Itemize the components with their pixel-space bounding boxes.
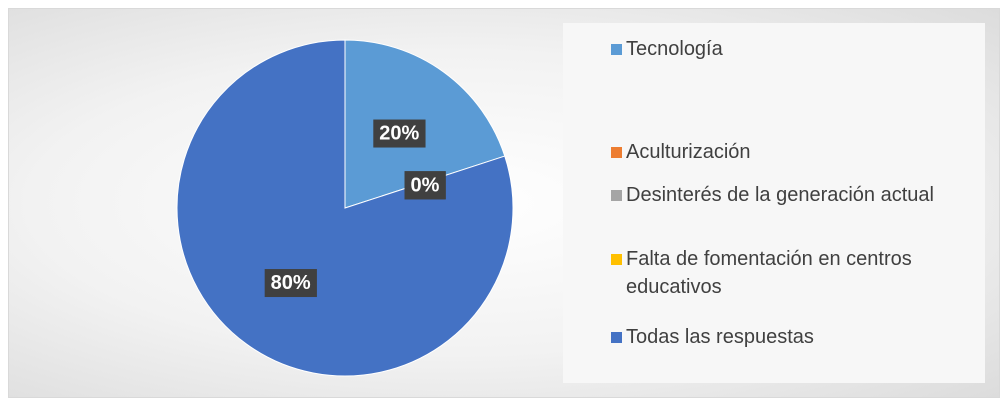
legend-item: Falta de fomentación en centros educativ… [611,245,971,301]
legend-swatch [611,44,622,55]
data-label: 0% [411,174,440,196]
data-label: 20% [379,123,419,145]
legend-item: Tecnología [611,35,971,63]
data-label-box [264,269,317,298]
legend-swatch [611,147,622,158]
legend-item: Aculturización [611,138,971,166]
legend-swatch [611,190,622,201]
data-label: 80% [271,272,311,294]
pie-slice [176,39,514,377]
legend-item: Desinterés de la generación actual [611,181,971,209]
data-label-group: 80% [264,269,317,298]
data-label-group: 20% [373,119,426,148]
data-label-box [373,119,426,148]
legend-label: Falta de fomentación en centros educativ… [626,248,912,298]
data-label-box [404,171,446,200]
data-label-group: 0% [404,171,446,200]
legend-label: Tecnología [626,38,723,60]
legend: Tecnología Aculturización Desinterés de la… [563,23,985,383]
legend-swatch [611,332,622,343]
legend-label: Desinterés de la generación actual [626,184,934,206]
legend-label: Todas las respuestas [626,326,814,348]
legend-item: Todas las respuestas [611,323,971,351]
legend-label: Aculturización [626,141,751,163]
legend-swatch [611,254,622,265]
